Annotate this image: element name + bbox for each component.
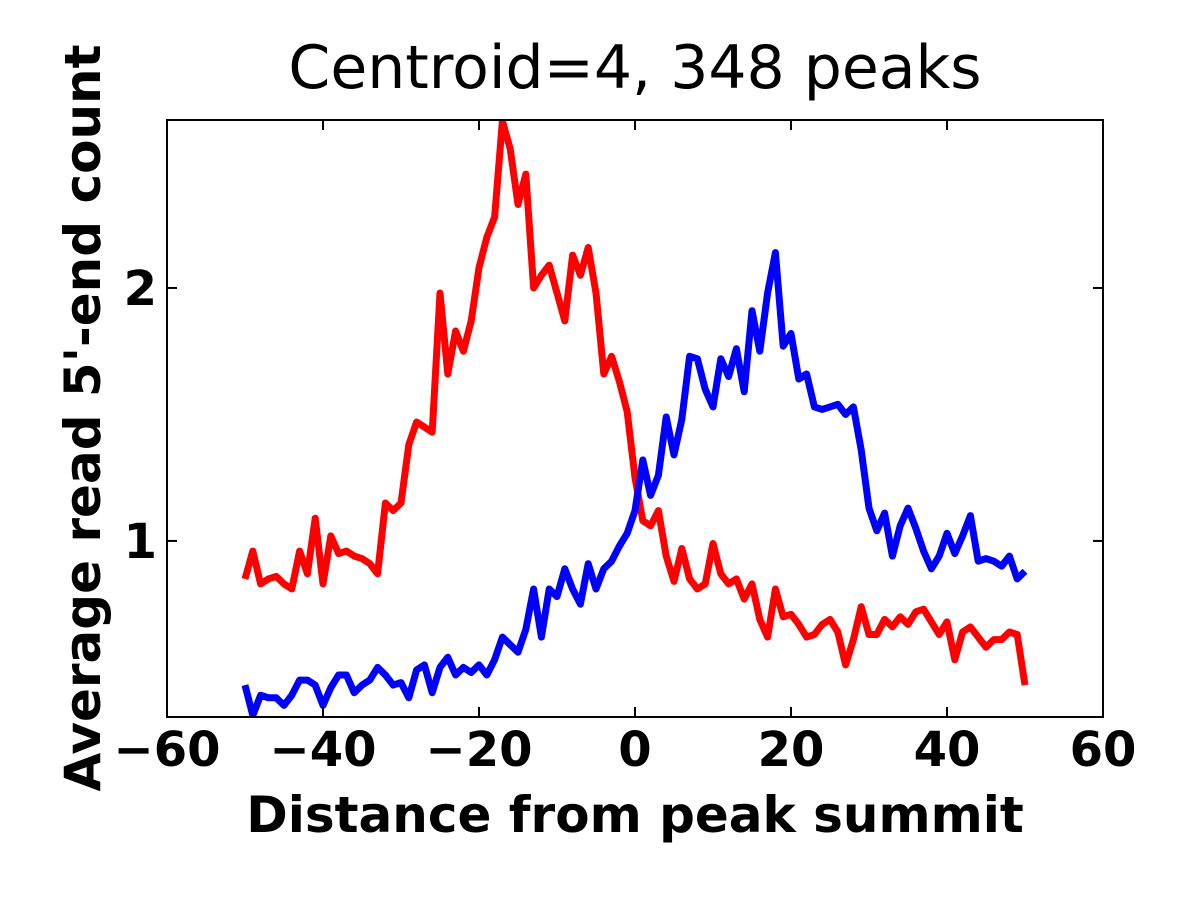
- y-tick-label: 1: [124, 514, 157, 570]
- x-axis-label: Distance from peak summit: [246, 786, 1024, 844]
- y-tick-label: 2: [124, 261, 157, 317]
- x-tick-label: −40: [269, 722, 376, 778]
- x-tick-label: 20: [758, 722, 825, 778]
- chart-title: Centroid=4, 348 peaks: [288, 33, 981, 103]
- plot-lines: [241, 120, 1029, 717]
- x-tick-label: 0: [618, 722, 651, 778]
- x-tick-label: −60: [113, 722, 220, 778]
- y-axis-label: Average read 5'-end count: [54, 44, 112, 791]
- x-tick-label: 40: [914, 722, 981, 778]
- x-tick-label: −20: [425, 722, 532, 778]
- x-tick-label: 60: [1070, 722, 1137, 778]
- data-line: [241, 120, 1029, 686]
- data-line: [241, 249, 1028, 717]
- plot-frame: [166, 119, 1104, 718]
